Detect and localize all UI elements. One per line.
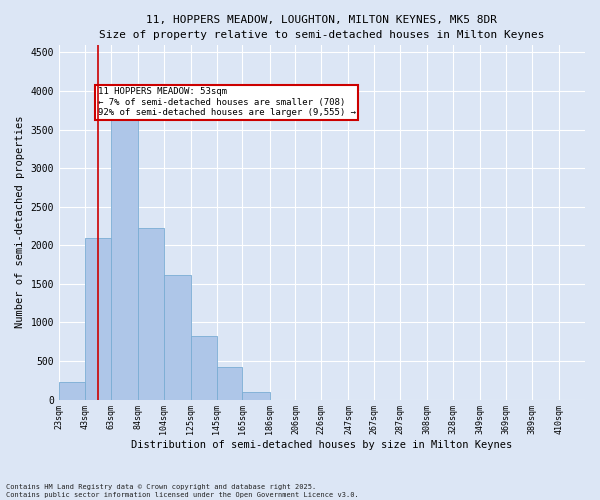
X-axis label: Distribution of semi-detached houses by size in Milton Keynes: Distribution of semi-detached houses by …: [131, 440, 512, 450]
Bar: [164, 274, 191, 400]
Text: 11 HOPPERS MEADOW: 53sqm
← 7% of semi-detached houses are smaller (708)
92% of s: 11 HOPPERS MEADOW: 53sqm ← 7% of semi-de…: [98, 88, 356, 117]
Bar: [191, 336, 217, 400]
Y-axis label: Number of semi-detached properties: Number of semi-detached properties: [15, 116, 25, 328]
Bar: [59, 382, 85, 400]
Bar: [217, 367, 242, 400]
Bar: [110, 120, 138, 400]
Title: 11, HOPPERS MEADOW, LOUGHTON, MILTON KEYNES, MK5 8DR
Size of property relative t: 11, HOPPERS MEADOW, LOUGHTON, MILTON KEY…: [99, 15, 545, 40]
Bar: [138, 228, 164, 400]
Text: Contains HM Land Registry data © Crown copyright and database right 2025.
Contai: Contains HM Land Registry data © Crown c…: [6, 484, 359, 498]
Bar: [85, 238, 110, 400]
Bar: [242, 392, 269, 400]
